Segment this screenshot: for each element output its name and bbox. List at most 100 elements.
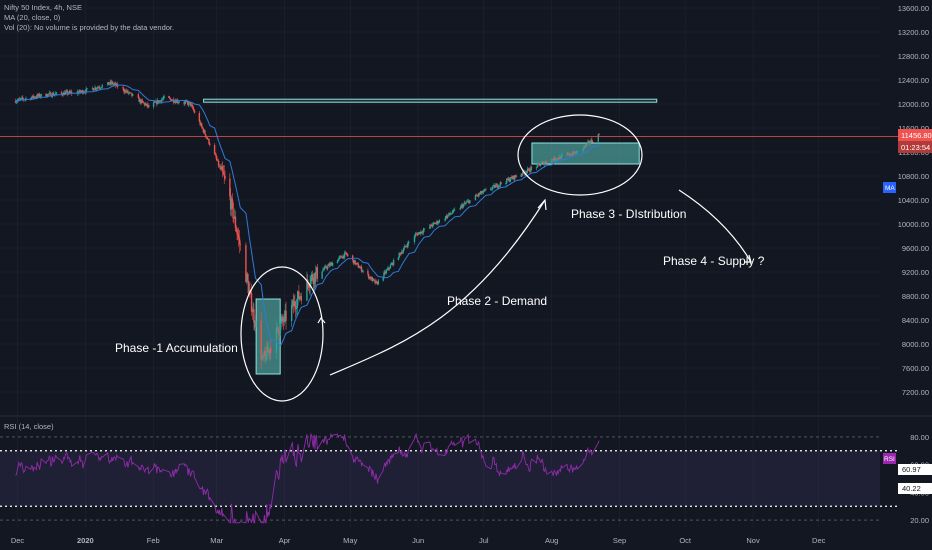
candle-body — [437, 222, 440, 224]
rsi-legend[interactable]: RSI (14, close) — [4, 422, 54, 431]
candle-body — [224, 176, 226, 179]
candle-body — [312, 279, 315, 284]
candle-body — [260, 320, 262, 360]
candle-body — [36, 94, 38, 98]
phase1-label: Phase -1 Accumulation — [115, 341, 238, 355]
candle-body — [292, 300, 294, 307]
candle-body — [420, 231, 422, 234]
candle-body — [173, 102, 176, 104]
candle-body — [331, 263, 334, 266]
candle-body — [589, 142, 591, 144]
candle-body — [175, 100, 177, 103]
candle-body — [479, 192, 481, 195]
candle-body — [153, 102, 156, 103]
candle-body — [178, 102, 180, 104]
candle-body — [431, 226, 433, 227]
candle-body — [508, 178, 510, 182]
candle-body — [322, 269, 324, 272]
phase1-circle — [240, 266, 324, 402]
candle-body — [417, 233, 420, 236]
candle-body — [52, 93, 54, 96]
candle-body — [82, 90, 84, 94]
candle-body — [185, 101, 187, 103]
candle-body — [514, 175, 517, 177]
candle-body — [505, 182, 507, 184]
candle-body — [17, 99, 19, 101]
candle-body — [18, 98, 21, 100]
candle-body — [560, 155, 563, 159]
candle-body — [397, 257, 400, 260]
candle-body — [361, 271, 363, 272]
candle-body — [188, 102, 190, 105]
candle-body — [201, 123, 203, 127]
candle-body — [459, 208, 461, 210]
candle-body — [582, 148, 584, 152]
candle-body — [371, 277, 373, 281]
candle-body — [408, 242, 410, 243]
ma-badge[interactable] — [883, 182, 896, 193]
candle-body — [537, 163, 539, 165]
candle-body — [451, 212, 453, 214]
candle-body — [512, 175, 514, 179]
candle-body — [559, 156, 562, 159]
candle-body — [477, 195, 479, 197]
rsi-value-text: 60.97 — [902, 465, 921, 474]
candle-body — [128, 92, 130, 94]
candle-body — [201, 126, 204, 129]
candle-body — [299, 296, 302, 298]
ma-legend[interactable]: MA (20, close, 0) — [4, 13, 61, 22]
candle-body — [282, 321, 285, 323]
candle-body — [476, 195, 478, 197]
candle-body — [126, 90, 128, 92]
candle-body — [571, 153, 573, 156]
candle-body — [526, 168, 529, 172]
candle-body — [572, 151, 575, 155]
candle-body — [498, 185, 501, 187]
candle-body — [71, 91, 73, 94]
rsi-badge[interactable] — [883, 453, 896, 464]
candle-body — [130, 92, 132, 94]
symbol-legend[interactable]: Nifty 50 Index, 4h, NSE — [4, 3, 82, 12]
candle-body — [343, 255, 345, 258]
time-tick-label: Oct — [679, 536, 692, 545]
candle-body — [64, 92, 67, 95]
candle-body — [529, 171, 531, 173]
candle-body — [45, 93, 47, 97]
candle-body — [373, 279, 376, 281]
candle-body — [554, 157, 556, 161]
candle-body — [422, 230, 424, 233]
candle-body — [31, 95, 34, 98]
candle-body — [39, 96, 42, 98]
candle-body — [94, 87, 96, 90]
vol-legend[interactable]: Vol (20): No volume is provided by the d… — [4, 23, 175, 32]
candle-body — [355, 263, 357, 265]
ma-line — [15, 84, 600, 346]
price-tick-label: 12000.00 — [898, 100, 929, 109]
candle-body — [129, 92, 132, 94]
candle-body — [67, 91, 69, 95]
candle-body — [330, 263, 332, 264]
candle-body — [521, 174, 523, 176]
price-tick-label: 8000.00 — [902, 340, 929, 349]
candle-body — [55, 92, 58, 94]
candle-body — [506, 178, 509, 180]
candle-body — [481, 192, 484, 194]
candle-body — [337, 259, 339, 262]
candle-body — [268, 349, 270, 354]
candle-body — [297, 291, 299, 299]
candle-body — [392, 259, 395, 266]
phase1-arrowhead — [317, 316, 326, 324]
candle-body — [125, 90, 128, 92]
candle-body — [445, 215, 448, 218]
candle-body — [20, 98, 22, 99]
candle-body — [331, 263, 333, 266]
candle-body — [433, 222, 435, 224]
rsi-tick-label: 80.00 — [910, 433, 929, 442]
candle-body — [202, 128, 205, 133]
candle-body — [369, 276, 372, 280]
candle-body — [383, 272, 385, 278]
time-tick-label: Dec — [812, 536, 826, 545]
candle-body — [444, 219, 446, 221]
candle-body — [280, 321, 282, 324]
time-tick-label: Jul — [479, 536, 489, 545]
